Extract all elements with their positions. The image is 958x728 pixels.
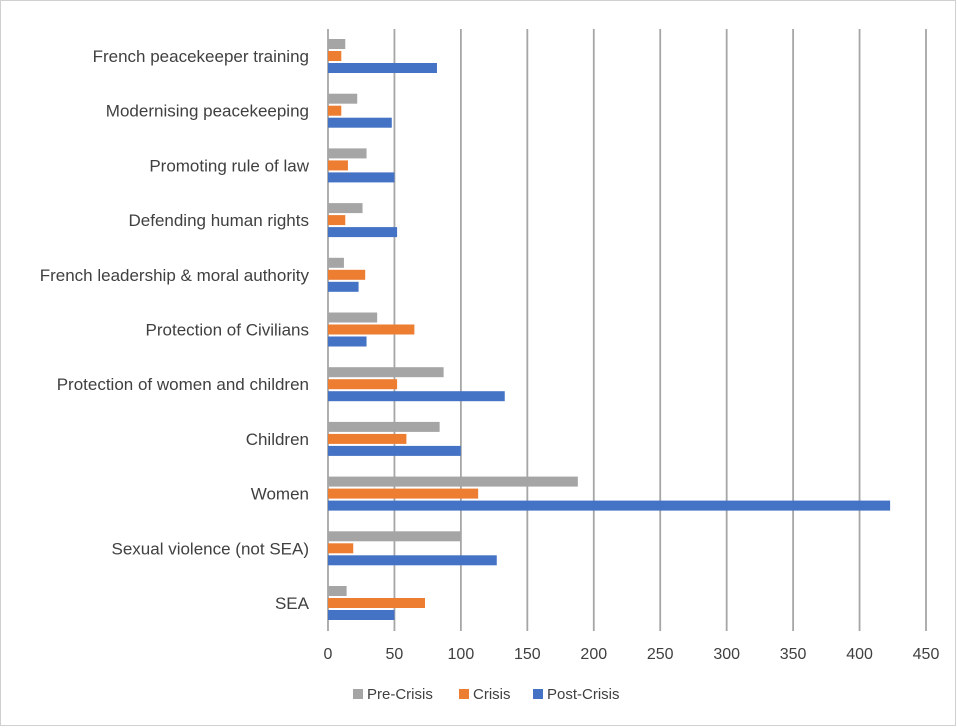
bar-pre-crisis-french-peacekeeper-training xyxy=(328,39,346,49)
legend: Pre-Crisis Crisis Post-Crisis xyxy=(353,686,620,703)
category-label-children: Children xyxy=(246,430,309,449)
bar-crisis-sexual-violence-not-sea xyxy=(328,543,354,554)
bar-crisis-french-peacekeeper-training xyxy=(328,51,342,61)
category-label-french-leadership-moral-authority: French leadership & moral authority xyxy=(40,266,310,285)
bar-pre-crisis-women xyxy=(328,476,578,487)
bar-crisis-defending-human-rights xyxy=(328,215,346,226)
bar-pre-crisis-protection-of-women-and-children xyxy=(328,367,444,378)
x-tick-label-150: 150 xyxy=(514,646,541,663)
bar-post-crisis-sea xyxy=(328,610,395,620)
bar-post-crisis-defending-human-rights xyxy=(328,227,398,238)
x-tick-label-400: 400 xyxy=(846,646,873,663)
legend-swatch-pre-crisis xyxy=(353,689,363,699)
bar-pre-crisis-children xyxy=(328,421,440,432)
bar-post-crisis-children xyxy=(328,445,461,456)
bar-crisis-protection-of-civilians xyxy=(328,324,415,335)
bar-crisis-promoting-rule-of-law xyxy=(328,160,348,171)
bar-crisis-women xyxy=(328,488,479,499)
category-label-protection-of-women-and-children: Protection of women and children xyxy=(57,375,309,394)
bar-pre-crisis-sea xyxy=(328,586,347,596)
x-tick-label-250: 250 xyxy=(647,646,674,663)
bar-pre-crisis-protection-of-civilians xyxy=(328,312,378,323)
legend-item-post-crisis: Post-Crisis xyxy=(533,686,620,703)
bar-pre-crisis-defending-human-rights xyxy=(328,203,363,214)
gridlines xyxy=(327,29,927,631)
legend-label-post-crisis: Post-Crisis xyxy=(547,686,620,703)
legend-swatch-crisis xyxy=(459,689,469,699)
bar-post-crisis-french-leadership-moral-authority xyxy=(328,281,359,292)
bar-post-crisis-modernising-peacekeeping xyxy=(328,117,392,128)
legend-label-pre-crisis: Pre-Crisis xyxy=(367,686,433,703)
bar-post-crisis-protection-of-civilians xyxy=(328,336,367,347)
category-label-promoting-rule-of-law: Promoting rule of law xyxy=(149,156,309,175)
x-tick-label-50: 50 xyxy=(386,646,404,663)
bar-post-crisis-promoting-rule-of-law xyxy=(328,172,395,183)
x-tick-label-350: 350 xyxy=(780,646,807,663)
x-tick-label-0: 0 xyxy=(324,646,333,663)
x-tick-label-300: 300 xyxy=(713,646,740,663)
legend-label-crisis: Crisis xyxy=(473,686,511,703)
category-label-sexual-violence-not-sea: Sexual violence (not SEA) xyxy=(112,539,310,558)
bar-pre-crisis-modernising-peacekeeping xyxy=(328,93,358,104)
bar-crisis-modernising-peacekeeping xyxy=(328,105,342,116)
bar-crisis-sea xyxy=(328,598,426,608)
category-label-modernising-peacekeeping: Modernising peacekeeping xyxy=(106,102,309,121)
x-tick-label-200: 200 xyxy=(580,646,607,663)
bar-crisis-french-leadership-moral-authority xyxy=(328,269,366,280)
bar-pre-crisis-french-leadership-moral-authority xyxy=(328,257,344,268)
bar-pre-crisis-sexual-violence-not-sea xyxy=(328,531,461,542)
legend-item-pre-crisis: Pre-Crisis xyxy=(353,686,433,703)
category-label-women: Women xyxy=(251,485,309,504)
bar-post-crisis-women xyxy=(328,500,891,511)
category-label-protection-of-civilians: Protection of Civilians xyxy=(146,321,309,340)
category-label-french-peacekeeper-training: French peacekeeper training xyxy=(93,47,309,66)
x-tick-label-100: 100 xyxy=(448,646,475,663)
category-label-sea: SEA xyxy=(275,594,310,613)
bar-post-crisis-sexual-violence-not-sea xyxy=(328,555,497,566)
legend-item-crisis: Crisis xyxy=(459,686,511,703)
x-tick-label-450: 450 xyxy=(913,646,940,663)
bar-crisis-protection-of-women-and-children xyxy=(328,379,398,390)
legend-swatch-post-crisis xyxy=(533,689,543,699)
category-labels: French peacekeeper training Modernising p… xyxy=(40,47,310,613)
bar-pre-crisis-promoting-rule-of-law xyxy=(328,148,367,159)
bar-post-crisis-protection-of-women-and-children xyxy=(328,391,505,402)
bar-post-crisis-french-peacekeeper-training xyxy=(328,63,437,73)
bars xyxy=(328,39,891,620)
category-label-defending-human-rights: Defending human rights xyxy=(128,211,309,230)
bar-crisis-children xyxy=(328,433,407,444)
x-tick-labels: 0 50 100 150 200 250 300 350 400 450 xyxy=(324,646,940,663)
